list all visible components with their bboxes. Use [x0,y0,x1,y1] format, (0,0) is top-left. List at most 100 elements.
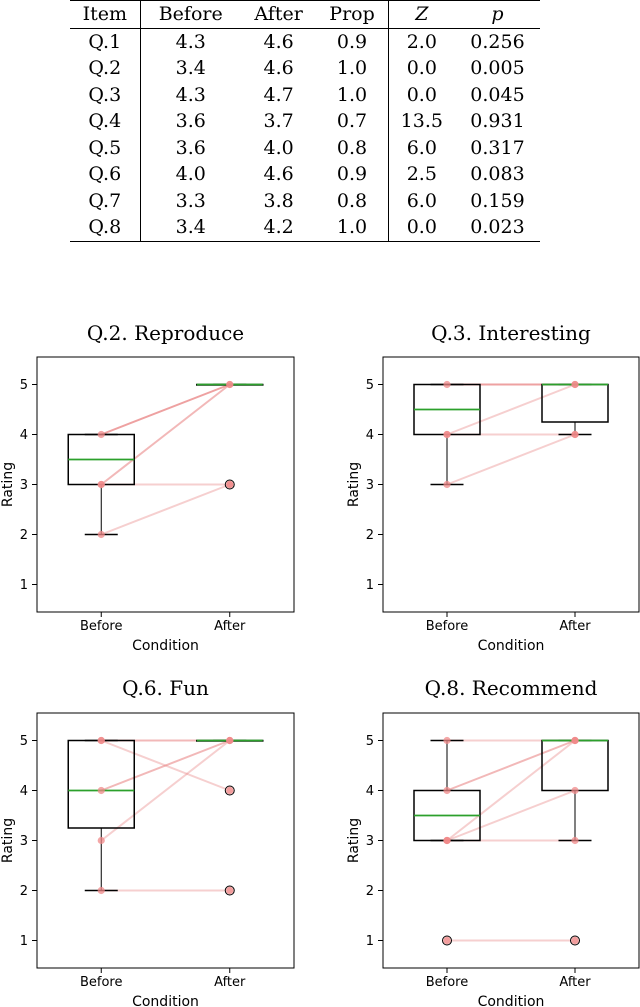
table-cell: 0.083 [470,163,525,186]
plot-frame [382,356,640,613]
chart-title: Q.3. Interesting [431,321,591,345]
table-cell: 4.0 [263,136,294,159]
table-cell: 3.4 [175,57,206,80]
data-point [571,380,579,389]
header-p: p [455,0,540,29]
chart-title: Q.2. Reproduce [87,321,244,345]
paired-line [100,739,231,842]
table-row: Q.6 4.0 4.6 0.9 2.5 0.083 [70,161,540,188]
header-before: Before [140,0,241,29]
y-tick-label: 3 [20,478,28,493]
y-tick-label: 1 [366,578,374,593]
table-cell: 0.7 [316,108,389,135]
y-tick-label: 5 [366,734,374,749]
table-cell: 6.0 [406,189,437,212]
table-cell: 3.3 [175,189,206,212]
table-cell: 0.159 [470,189,525,212]
paired-line [446,739,576,792]
chart-panel: Q.6. Fun 1 2 3 4 5 Before After Condition Rating [0,676,295,1007]
table-cell: 2.5 [406,163,437,186]
chart-panel: Q.8. Recommend 1 2 3 4 5 Before After Condition R… [346,676,640,1007]
x-tick-label: After [559,619,591,634]
x-axis-label: Condition [478,638,545,654]
y-axis-label: Rating [346,462,362,507]
table-row: Q.1 4.3 4.6 0.9 2.0 0.256 [70,28,540,55]
data-point [571,836,579,845]
x-tick-label: Before [426,975,469,990]
x-axis-label: Condition [132,994,199,1007]
data-point [97,886,105,895]
data-point [226,736,234,745]
data-point [97,480,105,489]
table-cell: Q.5 [70,134,141,161]
data-point [571,430,579,439]
table-row: Q.3 4.3 4.7 1.0 0.0 0.045 [70,81,540,108]
data-point [97,736,105,745]
table-cell: 13.5 [400,110,443,133]
table-cell: 3.8 [263,189,294,212]
header-after: After [240,0,317,29]
table-cell: 0.0 [388,214,455,242]
y-axis-label: Rating [0,462,16,507]
y-tick-label: 3 [20,834,28,849]
y-tick-label: 1 [20,934,28,949]
table-row: Q.8 3.4 4.2 1.0 0.0 0.023 [70,214,540,242]
table-cell: 3.7 [263,110,294,133]
x-tick-label: After [214,975,246,990]
data-point [97,836,105,845]
y-tick-label: 2 [366,884,374,899]
data-point [97,786,105,795]
table-cell: 4.6 [263,163,294,186]
data-point [443,836,451,845]
box-body [541,739,609,792]
table-cell: 4.0 [175,163,206,186]
table-cell: 3.6 [175,110,206,133]
table-cell: Q.8 [70,214,141,242]
table-cell: 0.023 [455,214,540,242]
y-tick-label: 4 [366,784,374,799]
header-item: Item [70,0,141,29]
data-point [226,886,234,895]
table-cell: 1.0 [316,81,389,108]
y-tick-label: 4 [366,428,374,443]
results-table: Item Before After Prop Z p Q.1 4.3 4.6 0… [70,0,540,242]
data-point [226,786,234,795]
y-tick-label: 3 [366,478,374,493]
table-cell: Q.2 [70,55,141,82]
table-cell: 0.931 [470,110,525,133]
table-cell: 0.0 [406,83,437,106]
y-tick-label: 2 [20,528,28,543]
table-cell: Q.1 [70,28,141,55]
paired-line [100,383,231,436]
table-row: Q.4 3.6 3.7 0.7 13.5 0.931 [70,108,540,135]
paired-line [100,383,231,486]
chart-panel: Q.2. Reproduce 1 2 3 4 5 Before After Condition R… [0,321,295,654]
chart-title: Q.6. Fun [122,676,209,700]
table-cell: Q.7 [70,187,141,214]
y-tick-label: 3 [366,834,374,849]
table-cell: 4.3 [175,30,206,53]
x-tick-label: Before [80,619,123,634]
data-point [443,736,451,745]
x-tick-label: After [559,975,591,990]
table-cell: 0.8 [316,134,389,161]
y-tick-label: 5 [366,378,374,393]
box-body [541,383,609,423]
data-point [443,430,451,439]
data-point [443,380,451,389]
x-tick-label: Before [426,619,469,634]
table-cell: 4.6 [263,57,294,80]
table-cell: 0.9 [316,161,389,188]
y-tick-label: 5 [20,734,28,749]
table-cell: 4.2 [240,214,317,242]
table-cell: Q.4 [70,108,141,135]
chart-title: Q.8. Recommend [425,676,598,700]
paired-line [446,789,576,842]
data-point [443,480,451,489]
x-tick-label: Before [80,975,123,990]
data-point [97,430,105,439]
y-tick-label: 4 [20,784,28,799]
data-point [97,530,105,539]
data-point [443,936,451,945]
